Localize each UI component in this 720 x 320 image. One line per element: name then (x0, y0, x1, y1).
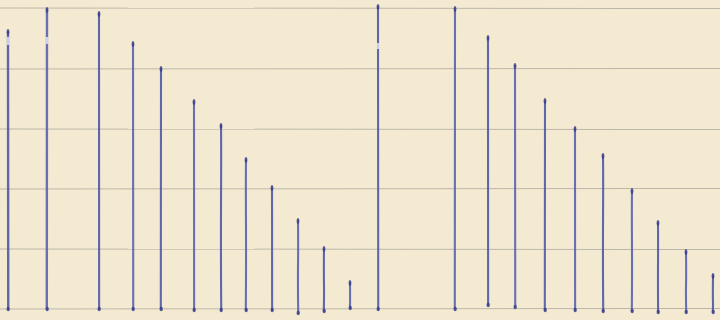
ink-stroke (601, 153, 605, 314)
ink-stroke (376, 4, 380, 312)
ink-stroke (131, 41, 135, 312)
ink-stroke (543, 98, 547, 313)
ink-stroke (159, 66, 163, 312)
ink-stroke (244, 157, 248, 313)
ink-stroke (296, 218, 300, 316)
ink-stroke (322, 246, 326, 314)
ink-stroke (6, 29, 10, 312)
ink-stroke (630, 188, 634, 314)
ink-stroke (573, 126, 577, 313)
ink-gap (376, 43, 380, 49)
ink-stroke (45, 7, 49, 312)
ink-stroke (453, 6, 457, 312)
ruled-line (0, 68, 720, 70)
ruled-line (0, 128, 720, 130)
ink-stroke (486, 35, 490, 308)
ink-stroke (97, 11, 101, 312)
ruled-line (0, 308, 720, 310)
ink-stroke (192, 99, 196, 313)
ruled-line (0, 188, 720, 190)
ink-stroke (348, 280, 352, 311)
ink-stroke (656, 220, 660, 315)
ink-stroke (513, 63, 517, 310)
ruled-line (0, 248, 720, 250)
ink-stroke (711, 273, 715, 315)
ink-gap (45, 37, 49, 44)
ruled-line (0, 7, 720, 9)
ink-stroke (684, 249, 688, 315)
ink-stroke (270, 185, 274, 313)
ink-gap (6, 37, 10, 45)
ink-stroke (219, 123, 223, 313)
